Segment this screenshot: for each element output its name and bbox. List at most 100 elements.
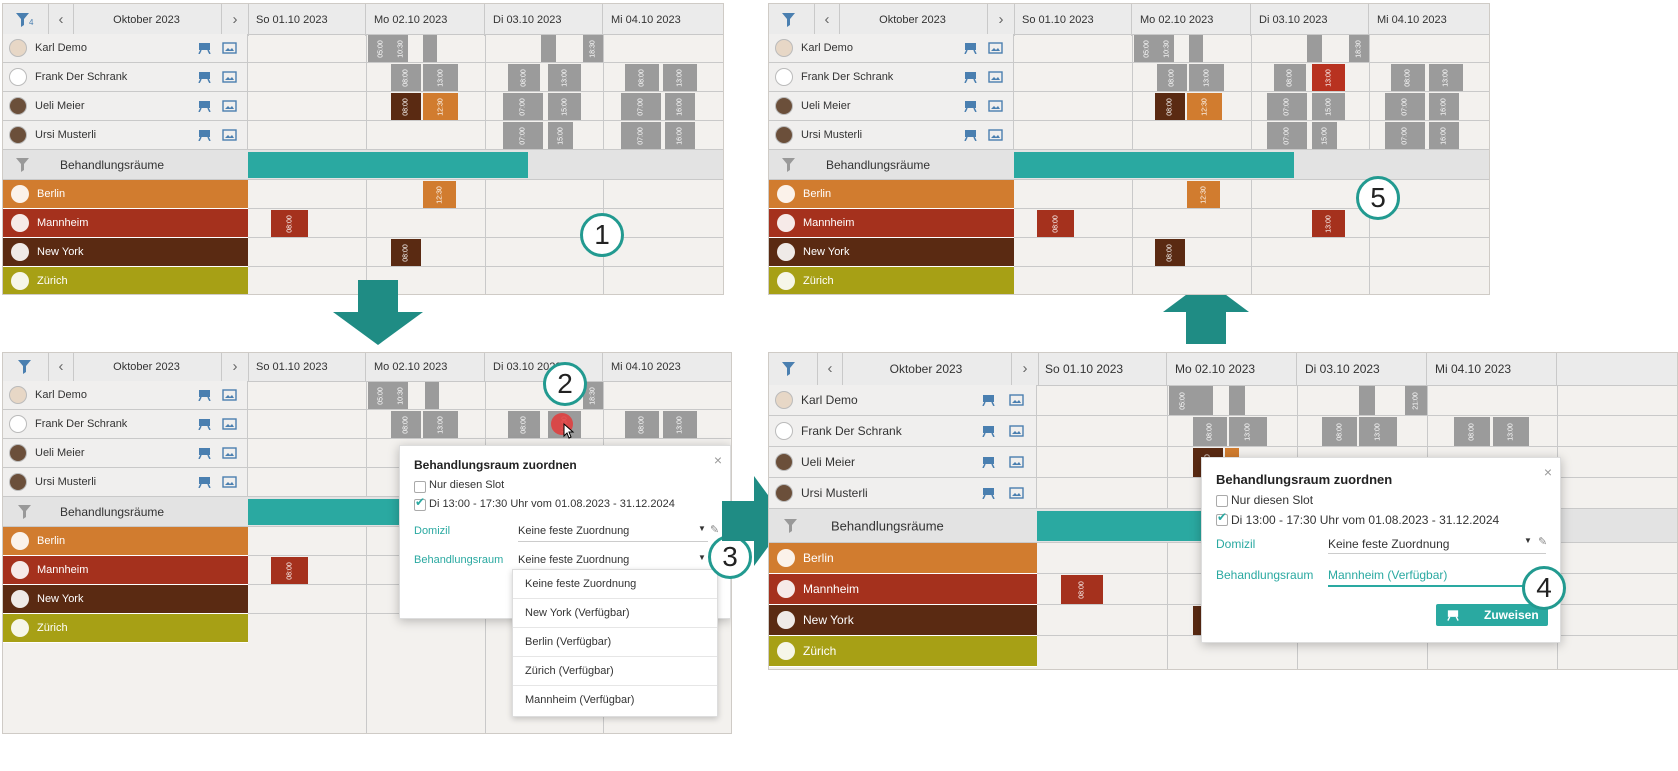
slot[interactable]: 15:00 (548, 122, 573, 149)
image-icon[interactable] (222, 71, 237, 83)
person-label[interactable]: Karl Demo (769, 34, 1014, 62)
person-label[interactable]: Karl Demo (3, 381, 248, 409)
easel-icon[interactable] (963, 71, 978, 83)
chevron-right-icon[interactable]: › (987, 4, 1015, 36)
slot[interactable]: 12:30 (1187, 181, 1220, 208)
room-value[interactable]: Keine feste Zuordnung (518, 554, 630, 566)
slot[interactable] (1193, 606, 1203, 635)
slot[interactable] (1189, 35, 1203, 62)
slot[interactable]: 05:00 (1169, 386, 1196, 415)
slot[interactable]: 08:00 (1157, 64, 1187, 91)
checkbox-series[interactable] (1216, 514, 1228, 526)
chevron-right-icon[interactable]: › (1011, 353, 1039, 385)
chevron-right-icon[interactable]: › (221, 4, 249, 36)
room-berlin[interactable]: Berlin (769, 180, 1014, 209)
slot[interactable]: 07:00 (621, 93, 661, 120)
room-newyork[interactable]: New York (3, 585, 248, 614)
filter-icon[interactable] (15, 12, 33, 28)
image-icon[interactable] (222, 418, 237, 430)
image-icon[interactable] (1009, 487, 1024, 499)
dropdown-option[interactable]: Berlin (Verfügbar) (513, 628, 717, 657)
room-newyork[interactable]: New York (769, 605, 1037, 636)
domizil-value[interactable]: Keine feste Zuordnung (1328, 537, 1450, 551)
slot[interactable]: 05:00 (368, 35, 393, 62)
slot[interactable]: 08:00 (1454, 417, 1490, 446)
slot[interactable]: 08:00 (391, 239, 421, 266)
checkbox-only-slot[interactable] (414, 481, 426, 493)
slot[interactable]: 16:00 (1429, 122, 1459, 149)
filter-icon[interactable] (17, 359, 35, 375)
dropdown-option[interactable]: New York (Verfügbar) (513, 599, 717, 628)
domizil-value[interactable]: Keine feste Zuordnung (518, 525, 630, 537)
person-label[interactable]: Frank Der Schrank (769, 63, 1014, 91)
slot[interactable]: 08:00 (1391, 64, 1425, 91)
room-berlin[interactable]: Berlin (3, 180, 248, 209)
slot[interactable]: 07:00 (1385, 122, 1425, 149)
easel-icon[interactable] (197, 476, 212, 488)
slot[interactable]: 12:30 (423, 181, 456, 208)
filter-icon[interactable] (17, 504, 35, 520)
slot[interactable]: 10:30 (393, 35, 408, 62)
image-icon[interactable] (222, 100, 237, 112)
slot[interactable]: 07:00 (503, 93, 543, 120)
person-label[interactable]: Frank Der Schrank (3, 410, 248, 438)
room-mannheim[interactable]: Mannheim (769, 209, 1014, 238)
close-icon[interactable]: × (1543, 464, 1552, 480)
easel-icon[interactable] (963, 129, 978, 141)
slot[interactable]: 08:00 (1155, 93, 1185, 120)
slot[interactable] (1307, 35, 1322, 62)
slot[interactable]: 05:00 (1134, 35, 1159, 62)
slot[interactable]: 08:00 (1155, 239, 1185, 266)
easel-icon[interactable] (963, 100, 978, 112)
slot[interactable]: 16:00 (1429, 93, 1459, 120)
image-icon[interactable] (1009, 456, 1024, 468)
chevron-left-icon[interactable]: ‹ (48, 4, 74, 36)
room-zurich[interactable]: Zürich (769, 636, 1037, 667)
easel-icon[interactable] (963, 42, 978, 54)
slot[interactable]: 07:00 (503, 122, 543, 149)
slot[interactable] (425, 382, 439, 409)
close-icon[interactable]: × (713, 452, 722, 468)
person-label[interactable]: Frank Der Schrank (769, 416, 1037, 446)
image-icon[interactable] (1009, 425, 1024, 437)
slot[interactable]: 08:00 (1061, 575, 1103, 604)
slot[interactable]: 16:00 (665, 122, 695, 149)
easel-icon[interactable] (981, 487, 996, 499)
slot[interactable]: 08:00 (391, 64, 421, 91)
image-icon[interactable] (988, 100, 1003, 112)
easel-icon[interactable] (981, 456, 996, 468)
image-icon[interactable] (222, 476, 237, 488)
checkbox-only-slot[interactable] (1216, 495, 1228, 507)
slot[interactable]: 18:30 (1349, 35, 1369, 62)
room-zurich[interactable]: Zürich (3, 267, 248, 294)
room-newyork[interactable]: New York (769, 238, 1014, 267)
slot[interactable]: 05:00 (368, 382, 393, 409)
image-icon[interactable] (1009, 394, 1024, 406)
person-label[interactable]: Ursi Musterli (3, 468, 248, 496)
slot[interactable]: 13:00 (1359, 417, 1397, 446)
room-newyork[interactable]: New York (3, 238, 248, 267)
room-zurich[interactable]: Zürich (3, 614, 248, 643)
image-icon[interactable] (988, 42, 1003, 54)
person-label[interactable]: Frank Der Schrank (3, 63, 248, 91)
slot[interactable]: 21:00 (1405, 386, 1427, 415)
filter-icon[interactable] (783, 518, 801, 534)
slot[interactable]: 07:00 (621, 122, 661, 149)
caret-down-icon[interactable]: ▼ (698, 553, 706, 562)
slot[interactable]: 08:00 (625, 64, 659, 91)
slot[interactable] (1229, 386, 1245, 415)
easel-icon[interactable] (197, 129, 212, 141)
slot[interactable]: 13:00 (423, 64, 458, 91)
slot[interactable]: 08:00 (508, 64, 540, 91)
slot[interactable] (423, 35, 437, 62)
person-label[interactable]: Ueli Meier (3, 439, 248, 467)
filter-icon[interactable] (15, 157, 33, 173)
slot[interactable]: 13:00 (423, 411, 458, 438)
dropdown-option[interactable]: Keine feste Zuordnung (513, 570, 717, 599)
person-label[interactable]: Ursi Musterli (769, 121, 1014, 149)
assign-button[interactable]: Zuweisen (1436, 604, 1548, 626)
person-label[interactable]: Karl Demo (769, 385, 1037, 415)
slot[interactable] (541, 35, 556, 62)
slot[interactable]: 07:00 (1267, 122, 1307, 149)
slot[interactable]: 08:00 (391, 411, 421, 438)
